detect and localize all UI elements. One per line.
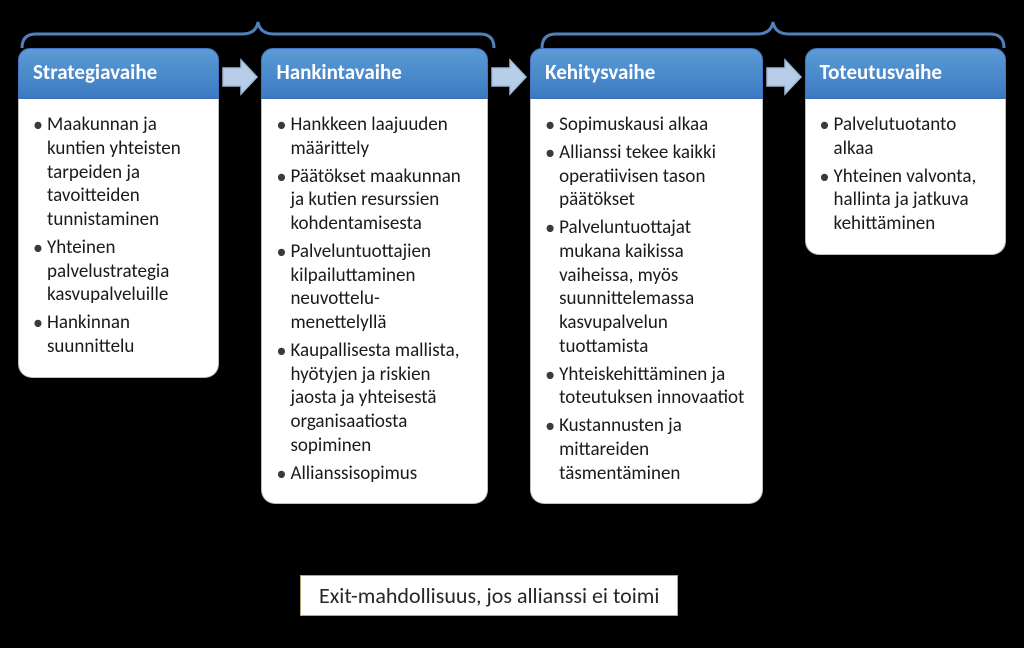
list-item: Yhteinen palvelustrategia kasvupalveluil…: [31, 236, 206, 307]
list-item: Kaupallisesta mallista, hyötyjen ja risk…: [274, 339, 475, 458]
phase-title: Toteutusvaihe: [805, 48, 1006, 99]
phase-flow: Strategiavaihe Maakunnan ja kuntien yhte…: [18, 48, 1006, 504]
arrow-icon: [488, 56, 530, 98]
phase-col-kehitys: Kehitysvaihe Sopimuskausi alkaa Allianss…: [530, 48, 762, 504]
arrow-icon: [219, 56, 261, 98]
list-item: Päätökset maakunnan ja kutien resurssien…: [274, 165, 475, 236]
phase-col-hankinta: Hankintavaihe Hankkeen laajuuden määritt…: [261, 48, 488, 504]
exit-banner: Exit-mahdollisuus, jos allianssi ei toim…: [300, 575, 678, 616]
list-item: Allianssi tekee kaikki operatiivisen tas…: [543, 141, 749, 212]
list-item: Palveluntuottajat mukana kaikissa vaihei…: [543, 216, 749, 359]
list-item: Palvelutuotanto alkaa: [818, 113, 993, 161]
exit-text: Exit-mahdollisuus, jos allianssi ei toim…: [319, 582, 659, 609]
phase-body: Hankkeen laajuuden määrittely Päätökset …: [261, 99, 488, 504]
list-item: Maakunnan ja kuntien yhteisten tarpeiden…: [31, 113, 206, 232]
list-item: Hankkeen laajuuden määrittely: [274, 113, 475, 161]
list-item: Hankinnan suunnittelu: [31, 311, 206, 359]
phase-col-strategia: Strategiavaihe Maakunnan ja kuntien yhte…: [18, 48, 219, 378]
phase-body: Maakunnan ja kuntien yhteisten tarpeiden…: [18, 99, 219, 378]
phase-title: Strategiavaihe: [18, 48, 219, 99]
phase-title: Kehitysvaihe: [530, 48, 762, 99]
phase-title-text: Kehitysvaihe: [545, 59, 655, 85]
list-item: Yhteiskehittäminen ja toteutuksen innova…: [543, 363, 749, 411]
phase-title-text: Strategiavaihe: [33, 59, 157, 85]
phase-col-toteutus: Toteutusvaihe Palvelutuotanto alkaa Yhte…: [805, 48, 1006, 255]
phase-title: Hankintavaihe: [261, 48, 488, 99]
list-item: Palveluntuottajien kilpailuttaminen neuv…: [274, 240, 475, 335]
bracket-left: [18, 20, 498, 50]
phase-title-text: Hankintavaihe: [276, 59, 401, 85]
phase-title-text: Toteutusvaihe: [820, 59, 942, 85]
list-item: Allianssisopimus: [274, 462, 475, 486]
phase-body: Sopimuskausi alkaa Allianssi tekee kaikk…: [530, 99, 762, 504]
phase-body: Palvelutuotanto alkaa Yhteinen valvonta,…: [805, 99, 1006, 255]
list-item: Yhteinen valvonta, hallinta ja jatkuva k…: [818, 165, 993, 236]
list-item: Kustannusten ja mittareiden täsmentämine…: [543, 414, 749, 485]
list-item: Sopimuskausi alkaa: [543, 113, 749, 137]
arrow-icon: [763, 56, 805, 98]
bracket-right: [538, 20, 1008, 50]
